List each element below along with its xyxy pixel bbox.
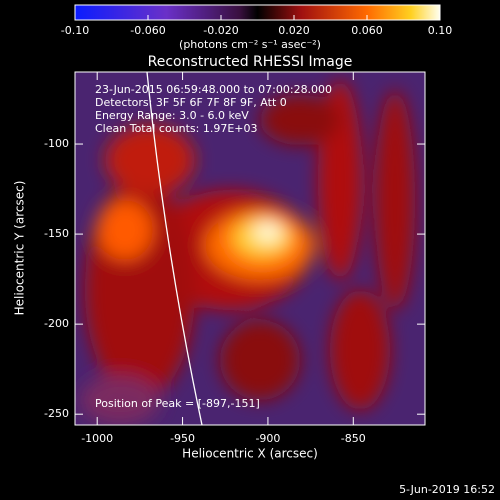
colorbar-tick-label: -0.10 xyxy=(61,24,89,37)
y-tick-label: -100 xyxy=(44,137,69,150)
colorbar-tick-label: -0.060 xyxy=(130,24,165,37)
x-tick-label: -1000 xyxy=(81,432,113,445)
x-tick-label: -900 xyxy=(255,432,280,445)
y-tick-label: -200 xyxy=(44,317,69,330)
annotation: 23-Jun-2015 06:59:48.000 to 07:00:28.000 xyxy=(95,83,332,96)
y-axis-label: Heliocentric Y (arcsec) xyxy=(13,181,27,316)
x-axis-label: Heliocentric X (arcsec) xyxy=(182,447,318,461)
y-tick-label: -150 xyxy=(44,227,69,240)
chart-title: Reconstructed RHESSI Image xyxy=(148,54,353,70)
footer-date: 5-Jun-2019 16:52 xyxy=(399,483,495,496)
annotation: Clean Total counts: 1.97E+03 xyxy=(95,122,258,135)
peak-label: Position of Peak = [-897,-151] xyxy=(95,397,260,410)
annotation: Detectors: 3F 5F 6F 7F 8F 9F, Att 0 xyxy=(95,96,287,109)
colorbar-tick-label: 0.020 xyxy=(278,24,310,37)
y-tick-label: -250 xyxy=(44,407,69,420)
x-tick-label: -850 xyxy=(341,432,366,445)
annotation: Energy Range: 3.0 - 6.0 keV xyxy=(95,109,249,122)
x-tick-label: -950 xyxy=(170,432,195,445)
colorbar-label: (photons cm⁻² s⁻¹ asec⁻²) xyxy=(179,38,321,51)
solar-limb xyxy=(146,72,203,425)
colorbar-tick-label: -0.020 xyxy=(203,24,238,37)
colorbar-tick-label: 0.10 xyxy=(428,24,453,37)
plot-frame xyxy=(74,71,426,426)
colorbar xyxy=(74,4,441,21)
colorbar-tick-label: 0.060 xyxy=(351,24,383,37)
heatmap xyxy=(75,72,425,425)
